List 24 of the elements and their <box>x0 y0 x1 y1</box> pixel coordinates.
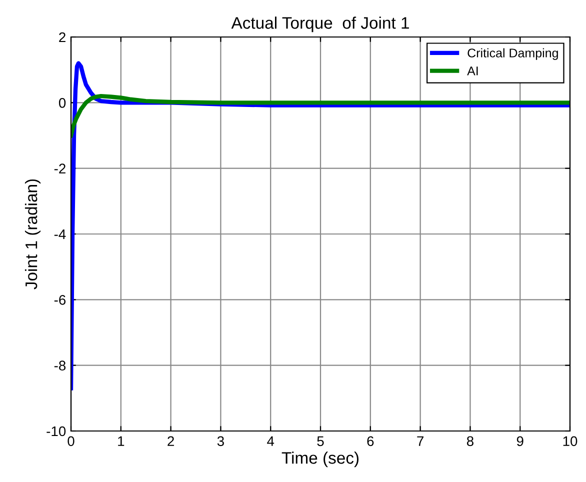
line-series <box>71 94 570 138</box>
x-tick-label: 5 <box>317 436 324 446</box>
x-tick-label: 10 <box>563 436 578 446</box>
x-tick-label: 2 <box>168 436 174 446</box>
y-axis-title: Joint 1 (radian) <box>24 179 41 290</box>
legend-label: Critical Damping <box>468 48 558 60</box>
y-tick-label: -4 <box>54 229 66 240</box>
x-axis-title: Time (sec) <box>282 452 359 468</box>
y-tick-label: -6 <box>54 295 66 305</box>
x-tick-label: 9 <box>516 436 524 446</box>
x-tick-label: 1 <box>118 436 124 446</box>
y-tick-label: -2 <box>54 164 66 174</box>
x-tick-label: 6 <box>367 436 374 446</box>
y-tick-label: -10 <box>46 426 66 436</box>
x-tick-label: 7 <box>417 436 424 446</box>
y-tick-label: -8 <box>54 360 66 371</box>
y-tick-label: 0 <box>58 98 66 108</box>
x-tick-label: 3 <box>217 436 224 446</box>
y-tick-label: 2 <box>59 32 66 42</box>
chart-title: Actual Torque of Joint 1 <box>231 16 409 32</box>
x-tick-label: 4 <box>267 436 274 446</box>
x-tick-label: 8 <box>466 436 474 446</box>
legend-label: AI <box>467 66 478 76</box>
x-tick-label: 0 <box>68 436 74 446</box>
